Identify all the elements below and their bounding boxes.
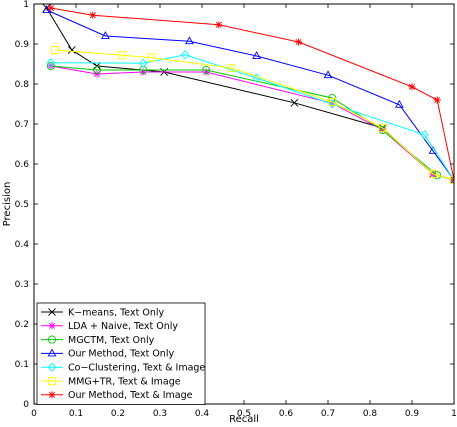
y-tick-label: 0.8 xyxy=(15,80,30,90)
axis-ticks: 0 0.1 0.2 0.3 0.4 0.5 0.6 0.7 0.8 0.9 1 0 0.1 0.2 0.3 0… xyxy=(15,0,457,419)
data-point xyxy=(180,50,190,60)
data-point xyxy=(395,99,404,108)
x-tick-label: 0.5 xyxy=(237,409,251,419)
x-axis-title: Recall xyxy=(229,414,259,425)
data-point xyxy=(433,171,442,180)
data-point xyxy=(328,99,336,107)
series-line xyxy=(50,65,454,181)
x-tick-label: 0.9 xyxy=(405,409,420,419)
legend-label: K−means, Text Only xyxy=(68,307,164,318)
data-point xyxy=(92,65,102,75)
data-point xyxy=(202,68,210,76)
legend-entry: K−means, Text Only xyxy=(41,307,164,318)
x-tick-label: 0.8 xyxy=(363,409,378,419)
data-point xyxy=(295,38,303,46)
data-point xyxy=(433,96,441,104)
data-point xyxy=(328,97,337,107)
legend-label: Co−Clustering, Text & Image xyxy=(68,363,205,374)
data-point xyxy=(46,58,56,68)
series-line xyxy=(46,9,454,181)
y-tick-label: 0.9 xyxy=(15,40,30,50)
legend-entry: MMG+TR, Text & Image xyxy=(41,376,181,387)
y-tick-label: 0.7 xyxy=(15,120,29,130)
x-tick-label: 0.6 xyxy=(279,409,294,419)
data-point xyxy=(138,58,148,68)
y-tick-label: 0.4 xyxy=(15,240,30,250)
data-point xyxy=(378,123,387,133)
legend-label: MMG+TR, Text & Image xyxy=(68,376,181,387)
x-tick-label: 0 xyxy=(31,409,37,419)
data-point xyxy=(50,45,60,55)
legend-entry: LDA + Naive, Text Only xyxy=(41,321,178,332)
x-tick-label: 0.4 xyxy=(195,409,210,419)
data-point xyxy=(420,130,429,140)
data-point xyxy=(139,65,148,75)
y-tick-label: 0.5 xyxy=(15,200,29,210)
x-tick-label: 0.1 xyxy=(69,409,83,419)
legend-label: MGCTM, Text Only xyxy=(68,335,155,346)
data-point xyxy=(89,11,97,19)
data-point xyxy=(147,53,156,62)
legend-label: LDA + Naive, Text Only xyxy=(68,321,178,332)
data-point xyxy=(227,63,236,73)
y-tick-label: 0.3 xyxy=(15,280,29,290)
x-tick-label: 0.7 xyxy=(321,409,335,419)
legend: K−means, Text Only LDA + Naive, Text Only… xyxy=(36,302,206,405)
legend-label: Our Method, Text & Image xyxy=(68,390,193,401)
data-point xyxy=(139,68,147,76)
series-line xyxy=(50,54,454,181)
data-point xyxy=(185,36,194,45)
data-point xyxy=(47,4,55,12)
legend-marker xyxy=(48,308,56,316)
x-tick-label: 0.3 xyxy=(153,409,167,419)
y-tick-label: 0 xyxy=(23,400,29,410)
legend-entry: Co−Clustering, Text & Image xyxy=(41,363,205,374)
data-point xyxy=(67,46,76,54)
data-point xyxy=(202,65,211,75)
data-point xyxy=(118,51,127,60)
y-tick-label: 0.1 xyxy=(15,360,29,370)
legend-marker xyxy=(47,362,57,372)
plot-frame xyxy=(33,3,455,405)
data-point xyxy=(252,73,261,83)
data-point xyxy=(252,51,261,59)
data-point xyxy=(101,31,110,39)
legend-marker xyxy=(48,391,56,399)
legend-marker xyxy=(48,322,56,330)
legend-label: Our Method, Text Only xyxy=(68,349,174,360)
series-3 xyxy=(46,61,454,185)
x-tick-label: 0.2 xyxy=(111,409,125,419)
legend-marker xyxy=(47,348,57,357)
legend-box xyxy=(36,302,206,405)
series-7 xyxy=(47,4,454,184)
data-point xyxy=(408,83,416,91)
data-point xyxy=(323,70,333,79)
legend-entry: Our Method, Text & Image xyxy=(41,390,193,401)
y-tick-label: 0.2 xyxy=(15,320,29,330)
legend-entry: MGCTM, Text Only xyxy=(41,335,155,346)
data-point xyxy=(428,169,438,179)
series-line xyxy=(54,49,454,181)
y-axis-title: Precision xyxy=(2,182,13,227)
series-6 xyxy=(50,45,454,185)
data-point xyxy=(46,61,55,71)
y-tick-label: 0.6 xyxy=(15,160,30,170)
data-point xyxy=(42,5,51,13)
legend-marker xyxy=(47,376,57,386)
x-tick-label: 1 xyxy=(451,409,457,419)
legend-entry: Our Method, Text Only xyxy=(41,348,174,360)
data-point xyxy=(449,175,454,185)
data-point xyxy=(290,98,299,107)
y-tick-label: 1 xyxy=(23,0,29,10)
series-layer xyxy=(42,4,454,185)
data-point xyxy=(215,21,223,29)
legend-marker xyxy=(47,335,57,344)
